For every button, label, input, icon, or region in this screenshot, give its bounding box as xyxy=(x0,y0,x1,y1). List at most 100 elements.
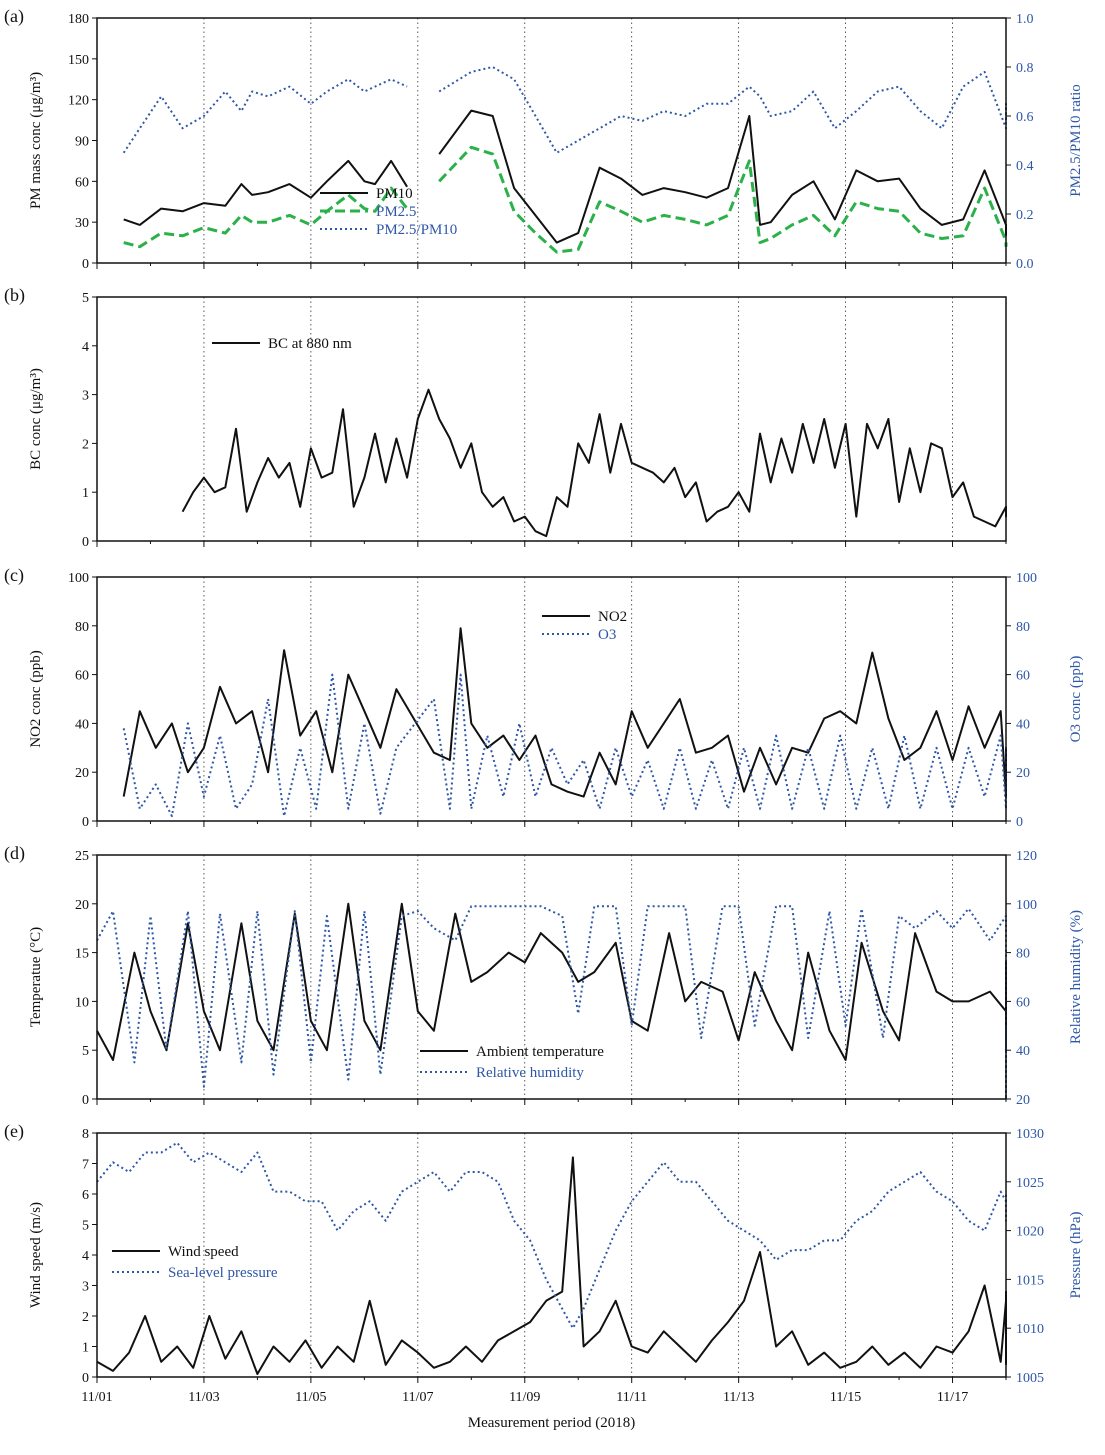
y-tick-label: 5 xyxy=(82,291,89,306)
y2-tick-label: 20 xyxy=(1016,766,1030,781)
y-tick-label: 15 xyxy=(75,947,89,962)
y-tick-label: 4 xyxy=(82,340,89,355)
panel-a: 0 30 60 90 120 150 180 0.0 0.2 0.4 0.6 0.8 1.0 (a) PM … xyxy=(4,6,1084,272)
y-tick-label: 2 xyxy=(82,437,89,452)
y2-axis-label: Pressure (hPa) xyxy=(1068,1211,1084,1298)
y2-tick-label: 0.4 xyxy=(1016,159,1034,174)
y2-tick-label: 80 xyxy=(1016,947,1030,962)
y2-tick-label: 40 xyxy=(1016,717,1030,732)
y2-tick-label: 1010 xyxy=(1016,1322,1044,1337)
y-tick-label: 90 xyxy=(75,135,89,150)
legend-entry: BC at 880 nm xyxy=(268,336,352,352)
y-axis-label: Temperatue (°C) xyxy=(28,927,44,1027)
x-tick-label: 11/17 xyxy=(937,1390,968,1405)
plot-frame xyxy=(96,296,1007,542)
y2-axis-label: Relative humidity (%) xyxy=(1068,910,1084,1044)
y2-tick-label: 0.8 xyxy=(1016,61,1034,76)
y-axis-label: Wind speed (m/s) xyxy=(28,1202,44,1308)
y2-tick-label: 1015 xyxy=(1016,1273,1044,1288)
y-tick-label: 6 xyxy=(82,1188,89,1203)
y-tick-label: 3 xyxy=(82,389,89,404)
x-tick-label: 11/09 xyxy=(509,1390,540,1405)
series-ambient-temperature-line xyxy=(96,902,1007,1061)
series-pm2-5-line xyxy=(123,186,409,249)
y2-tick-label: 20 xyxy=(1016,1093,1030,1108)
panel-label: (b) xyxy=(4,285,25,306)
y-tick-label: 7 xyxy=(82,1158,89,1173)
y-tick-label: 1 xyxy=(82,486,89,501)
y-tick-label: 20 xyxy=(75,898,89,913)
y2-tick-label: 1.0 xyxy=(1016,12,1034,27)
y-tick-label: 0 xyxy=(82,1371,89,1386)
y-tick-label: 4 xyxy=(82,1249,89,1264)
panel-b: 0 1 2 3 4 5 (b) BC conc (μg/m³) BC at 880 nm xyxy=(4,285,1007,550)
legend-entry: PM10 xyxy=(376,186,413,202)
series-pm2-5-pm10-line xyxy=(438,66,1007,154)
series-no2-line xyxy=(122,627,1007,798)
y-tick-label: 5 xyxy=(82,1044,89,1059)
plot-frame xyxy=(96,576,1007,822)
panel-e: 0 1 2 3 4 5 6 7 8 1005 1010 1015 1020 1025 1030 (e) Wind… xyxy=(4,1121,1084,1431)
y-tick-label: 3 xyxy=(82,1280,89,1295)
x-tick-label: 11/15 xyxy=(830,1390,861,1405)
y2-tick-label: 0.6 xyxy=(1016,110,1034,125)
series-pm2-5-line xyxy=(438,145,1008,254)
y2-tick-label: 80 xyxy=(1016,620,1030,635)
y2-axis-label: O3 conc (ppb) xyxy=(1068,656,1084,743)
y2-tick-label: 100 xyxy=(1016,571,1037,586)
legend-entry: Sea-level pressure xyxy=(168,1265,278,1281)
legend-entry: Ambient temperature xyxy=(476,1044,604,1060)
y2-tick-label: 40 xyxy=(1016,1044,1030,1059)
panel-label: (a) xyxy=(4,6,24,27)
series-pm10-line xyxy=(438,109,1007,244)
x-axis-label: Measurement period (2018) xyxy=(468,1415,635,1431)
series-sea-level-pressure-line xyxy=(96,1141,1007,1330)
y-tick-label: 25 xyxy=(75,849,89,864)
y2-tick-label: 100 xyxy=(1016,898,1037,913)
y2-tick-label: 1030 xyxy=(1016,1127,1044,1142)
y2-tick-label: 60 xyxy=(1016,995,1030,1010)
y-tick-label: 1 xyxy=(82,1341,89,1356)
panel-label: (c) xyxy=(4,565,24,586)
x-tick-label: 11/05 xyxy=(295,1390,326,1405)
x-tick-label: 11/03 xyxy=(188,1390,219,1405)
y2-axis-label: PM2.5/PM10 ratio xyxy=(1068,84,1084,197)
y-tick-label: 8 xyxy=(82,1127,89,1142)
panel-c: 0 20 40 60 80 100 0 20 40 60 80 100 (c) NO2 conc (ppb… xyxy=(4,565,1084,830)
y-tick-label: 100 xyxy=(68,571,89,586)
y-tick-label: 10 xyxy=(75,995,89,1010)
x-tick-label: 11/13 xyxy=(723,1390,754,1405)
legend-entry: PM2.5/PM10 xyxy=(376,222,457,238)
y-axis-label: BC conc (μg/m³) xyxy=(28,368,44,470)
y2-tick-label: 0.2 xyxy=(1016,208,1034,223)
y2-tick-label: 1005 xyxy=(1016,1371,1044,1386)
y-tick-label: 60 xyxy=(75,175,89,190)
y2-tick-label: 60 xyxy=(1016,669,1030,684)
panel-label: (e) xyxy=(4,1121,24,1142)
panel-label: (d) xyxy=(4,843,25,864)
legend-entry: PM2.5 xyxy=(376,204,416,220)
y-axis-label: PM mass conc (μg/m³) xyxy=(28,72,44,209)
y2-tick-label: 0 xyxy=(1016,815,1023,830)
y2-tick-label: 1025 xyxy=(1016,1176,1044,1191)
y-tick-label: 0 xyxy=(82,815,89,830)
x-tick-label: 11/11 xyxy=(616,1390,647,1405)
y-tick-label: 2 xyxy=(82,1310,89,1325)
series-pm10-line xyxy=(123,159,408,226)
y-tick-label: 150 xyxy=(68,53,89,68)
y-tick-label: 0 xyxy=(82,535,89,550)
y-tick-label: 120 xyxy=(68,94,89,109)
y2-tick-label: 0.0 xyxy=(1016,257,1034,272)
y-tick-label: 80 xyxy=(75,620,89,635)
legend-entry: Relative humidity xyxy=(476,1065,584,1081)
y-tick-label: 0 xyxy=(82,1093,89,1108)
plot-frame xyxy=(96,854,1007,1100)
y-tick-label: 180 xyxy=(68,12,89,27)
y2-tick-label: 120 xyxy=(1016,849,1037,864)
x-tick-label: 11/01 xyxy=(81,1390,112,1405)
y-axis-label: NO2 conc (ppb) xyxy=(28,650,44,747)
y-tick-label: 0 xyxy=(82,257,89,272)
y-tick-label: 30 xyxy=(75,216,89,231)
panel-d: 0 5 10 15 20 25 20 40 60 80 100 120 (d) Temperatue (°… xyxy=(4,843,1084,1108)
